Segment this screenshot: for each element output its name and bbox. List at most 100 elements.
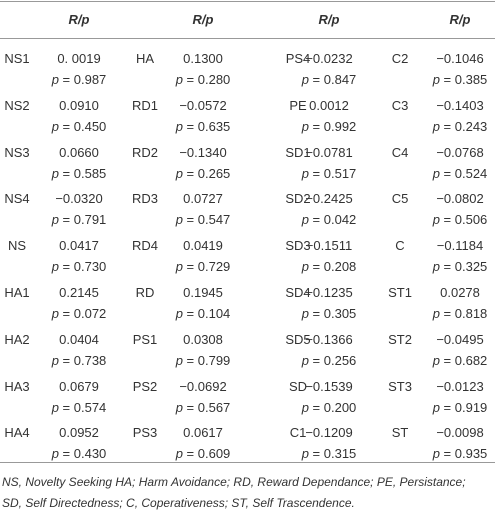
p-value: p = 0.635 (175, 118, 231, 134)
p-value: p = 0.987 (51, 72, 107, 87)
p-value: p = 0.450 (51, 118, 107, 134)
r-value: 0.0617 (183, 425, 223, 441)
r-value: 0.0417 (59, 238, 99, 254)
row-label: C5 (391, 191, 409, 207)
row-label: ST3 (388, 378, 412, 394)
r-value: −0.1403 (436, 97, 484, 113)
column-header: R/p (192, 12, 214, 27)
row-label: HA2 (4, 331, 30, 347)
row-label: NS4 (4, 191, 30, 207)
r-value: −0.1366 (305, 331, 353, 347)
r-value: 0.0679 (59, 378, 99, 394)
p-value: p = 0.935 (432, 446, 488, 462)
r-value: −0.2425 (305, 191, 353, 207)
row-label: RD4 (131, 238, 159, 254)
footnote: SD, Self Directedness; C, Coperativeness… (2, 496, 355, 510)
p-value: p = 0.200 (301, 399, 357, 415)
r-value: 0.1300 (183, 51, 223, 66)
p-value: p = 0.243 (432, 118, 488, 134)
r-value: 0.0727 (183, 191, 223, 207)
p-value: p = 0.791 (51, 212, 107, 228)
row-label: C4 (391, 144, 409, 160)
row-label: RD2 (131, 144, 159, 160)
column-header: R/p (318, 12, 340, 27)
r-value: 0.0952 (59, 425, 99, 441)
row-label: PS4 (285, 51, 311, 66)
row-label: RD (135, 285, 155, 300)
row-label: NS (7, 238, 27, 254)
row-label: ST2 (388, 331, 412, 347)
r-value: 0.0278 (440, 285, 480, 300)
p-value: p = 0.042 (301, 212, 357, 228)
row-label: NS3 (4, 144, 30, 160)
p-value: p = 0.072 (51, 306, 107, 321)
r-value: −0.1046 (436, 51, 484, 66)
bottom-rule (0, 462, 495, 463)
p-value: p = 0.208 (301, 259, 357, 275)
r-value: −0.0495 (436, 331, 484, 347)
row-label: RD3 (131, 191, 159, 207)
p-value: p = 0.609 (175, 446, 231, 462)
p-value: p = 0.104 (175, 306, 231, 321)
p-value: p = 0.256 (301, 352, 357, 368)
r-value: −0.1184 (436, 238, 484, 254)
p-value: p = 0.567 (175, 399, 231, 415)
row-label: ST1 (388, 285, 412, 300)
row-label: C (395, 238, 405, 254)
p-value: p = 0.682 (432, 352, 488, 368)
row-label: SD4 (285, 285, 311, 300)
row-label: ST (391, 425, 409, 441)
r-value: 0.0660 (59, 144, 99, 160)
r-value: −0.0320 (55, 191, 103, 207)
row-label: NS1 (4, 51, 30, 66)
r-value: −0.0098 (436, 425, 484, 441)
r-value: 0.1945 (183, 285, 223, 300)
row-label: HA (135, 51, 155, 66)
row-label: PS2 (132, 378, 158, 394)
r-value: 0. 0019 (57, 51, 101, 66)
p-value: p = 0.799 (175, 352, 231, 368)
row-label: PS3 (132, 425, 158, 441)
r-value: 0.0419 (183, 238, 223, 254)
r-value: 0.0308 (183, 331, 223, 347)
p-value: p = 0.574 (51, 399, 107, 415)
p-value: p = 0.506 (432, 212, 488, 228)
p-value: p = 0.265 (175, 165, 231, 181)
row-label: C2 (391, 51, 409, 66)
r-value: −0.1511 (305, 238, 353, 254)
p-value: p = 0.385 (432, 72, 488, 87)
top-rule (0, 1, 495, 2)
p-value: p = 0.517 (301, 165, 357, 181)
r-value: −0.1340 (179, 144, 227, 160)
row-label: C3 (391, 97, 409, 113)
r-value: 0.0404 (59, 331, 99, 347)
row-label: SD1 (285, 144, 311, 160)
p-value: p = 0.524 (432, 165, 488, 181)
p-value: p = 0.280 (175, 72, 231, 87)
column-header: R/p (68, 12, 90, 27)
p-value: p = 0.992 (301, 118, 357, 134)
p-value: p = 0.730 (51, 259, 107, 275)
p-value: p = 0.818 (432, 306, 488, 321)
p-value: p = 0.547 (175, 212, 231, 228)
row-label: SD5 (285, 331, 311, 347)
r-value: −0.0802 (436, 191, 484, 207)
r-value: −0.1235 (305, 285, 353, 300)
r-value: −0.0768 (436, 144, 484, 160)
p-value: p = 0.430 (51, 446, 107, 462)
row-label: HA1 (4, 285, 30, 300)
row-label: HA3 (4, 378, 30, 394)
r-value: −0.0572 (179, 97, 227, 113)
row-label: SD2 (285, 191, 311, 207)
row-label: PE (289, 97, 307, 113)
r-value: −0.1539 (305, 378, 353, 394)
row-label: HA4 (4, 425, 30, 441)
r-value: 0.0012 (309, 97, 349, 113)
row-label: SD3 (285, 238, 311, 254)
p-value: p = 0.315 (301, 446, 357, 462)
p-value: p = 0.325 (432, 259, 488, 275)
footnote: NS, Novelty Seeking HA; Harm Avoidance; … (2, 475, 466, 489)
row-label: PS1 (132, 331, 158, 347)
row-label: SD (288, 378, 308, 394)
